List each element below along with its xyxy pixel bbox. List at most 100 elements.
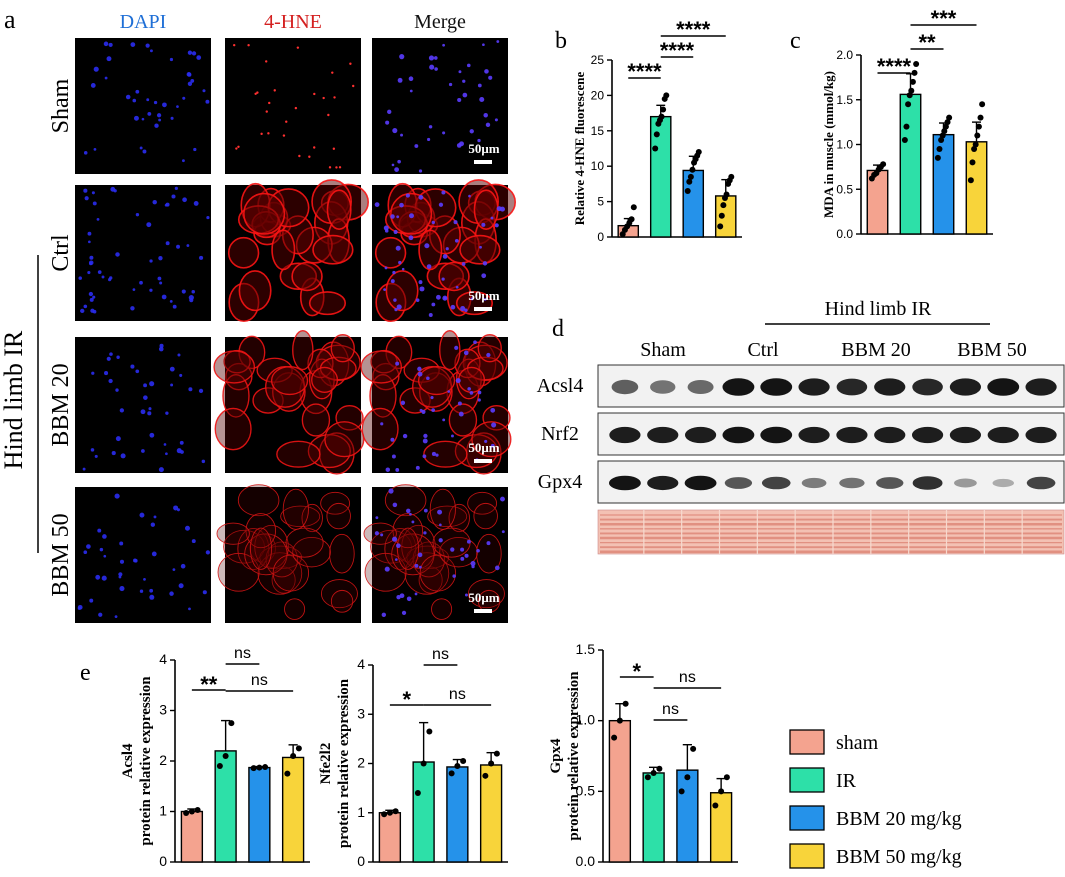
wb-band — [874, 426, 906, 444]
nucleus-dot — [417, 371, 423, 377]
micrograph-background — [372, 38, 508, 174]
nucleus-dot — [392, 127, 398, 134]
y-tick-label: 4 — [357, 656, 365, 672]
nucleus-dot — [143, 395, 148, 400]
micrograph — [75, 38, 211, 174]
nucleus-dot — [187, 72, 192, 77]
nucleus-dot — [132, 98, 137, 103]
nucleus-dot — [139, 512, 145, 518]
nucleus-dot — [132, 288, 136, 291]
wb-band — [954, 478, 977, 488]
nucleus-dot — [97, 270, 102, 275]
nucleus-dot — [398, 260, 402, 265]
nucleus-dot — [454, 345, 459, 350]
nucleus-dot — [484, 69, 489, 74]
cell-outline — [374, 236, 407, 269]
nucleus-dot — [202, 89, 206, 93]
legend-swatch — [789, 767, 825, 793]
nucleus-dot — [83, 550, 88, 555]
y-tick-label: 1 — [159, 803, 167, 819]
nucleus-dot — [476, 548, 480, 553]
y-tick-label: 25 — [591, 53, 605, 67]
nucleus-dot — [430, 396, 434, 400]
cell-outline — [454, 348, 481, 379]
nucleus-dot — [147, 411, 152, 416]
panel-letter-a: a — [4, 5, 16, 34]
y-tick-label: 3 — [357, 705, 365, 721]
data-point — [977, 114, 984, 121]
nucleus-dot — [148, 407, 152, 411]
western-blot: Hind limb IR Sham Ctrl BBM 20 BBM 50 Acsl4 Nrf… — [537, 298, 1065, 555]
nucleus-dot — [162, 102, 167, 108]
panel-letter-d: d — [552, 316, 564, 342]
nucleus-dot — [418, 194, 424, 200]
nucleus-dot — [479, 97, 485, 103]
nucleus-dot — [125, 94, 131, 100]
red-dot — [338, 166, 342, 169]
data-point — [460, 758, 467, 765]
bar-ir — [642, 772, 665, 863]
nucleus-dot — [450, 304, 456, 310]
data-point — [723, 774, 730, 781]
nucleus-dot — [170, 383, 174, 387]
nucleus-dot — [80, 308, 85, 314]
micrograph-background — [75, 487, 211, 623]
red-dot — [349, 62, 352, 65]
wb-band — [1025, 378, 1057, 396]
nucleus-dot — [437, 509, 443, 515]
nucleus-dot — [460, 305, 466, 312]
data-point — [979, 101, 986, 108]
y-tick-label: 15 — [591, 124, 605, 138]
cell-outline — [291, 261, 323, 292]
nucleus-dot — [470, 561, 476, 567]
nucleus-dot — [396, 595, 401, 600]
y-tick-label: 0.0 — [576, 853, 596, 869]
wb-band — [876, 477, 904, 489]
wb-band-label-nrf2: Nrf2 — [541, 423, 579, 445]
nucleus-dot — [458, 411, 464, 417]
red-dot — [265, 110, 268, 113]
nucleus-dot — [426, 264, 432, 269]
data-point — [216, 763, 223, 770]
legend-label-bbm-20-mg-kg: BBM 20 mg/kg — [836, 808, 962, 830]
nucleus-dot — [149, 432, 155, 438]
nucleus-dot — [442, 43, 445, 47]
data-point — [880, 161, 887, 168]
red-dot — [294, 106, 298, 110]
nucleus-dot — [482, 43, 485, 47]
cell-outline — [432, 527, 471, 558]
y-tick-label: 0.0 — [836, 227, 853, 241]
nucleus-dot — [481, 222, 486, 227]
wb-band — [722, 426, 755, 444]
group-label-hind-limb-ir: Hind limb IR — [0, 330, 28, 469]
nucleus-dot — [165, 411, 169, 415]
nucleus-dot — [96, 218, 100, 221]
cell-outline — [431, 598, 453, 620]
nucleus-dot — [383, 225, 389, 231]
nucleus-dot — [191, 51, 197, 56]
nucleus-dot — [391, 454, 396, 459]
nucleus-dot — [120, 453, 126, 459]
wb-band — [609, 426, 641, 444]
nucleus-dot — [188, 387, 193, 392]
nucleus-dot — [433, 56, 438, 60]
nucleus-dot — [451, 434, 454, 438]
cell-outline — [384, 484, 427, 517]
nucleus-dot — [461, 262, 466, 266]
nucleus-dot — [469, 391, 474, 395]
cell-outline — [270, 366, 309, 396]
nucleus-dot — [154, 123, 159, 128]
y-tick-label: 0 — [159, 853, 167, 869]
chart-e2: 0 1 2 3 4 Nfe2l2 protein relative expression * n… — [318, 646, 508, 869]
nucleus-dot — [115, 388, 119, 392]
panel-letter-e: e — [80, 660, 91, 686]
wb-band — [912, 378, 943, 396]
cell-outline — [364, 552, 407, 592]
data-point — [454, 762, 461, 769]
nucleus-dot — [146, 222, 152, 228]
y-tick-label: 2 — [159, 752, 167, 768]
nucleus-dot — [414, 144, 419, 148]
cell-outline — [292, 537, 331, 568]
nucleus-dot — [206, 215, 210, 220]
legend: sham IR BBM 20 mg/kg BBM 50 mg/kg — [789, 729, 962, 869]
